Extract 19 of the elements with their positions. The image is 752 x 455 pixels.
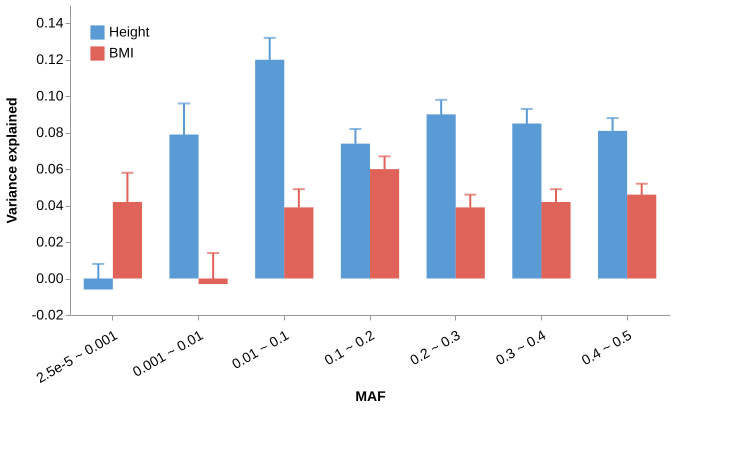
x-tick-label: 0.4 ~ 0.5 <box>578 326 634 368</box>
x-tick-label: 0.001 ~ 0.01 <box>130 326 206 380</box>
legend-label: BMI <box>109 44 134 60</box>
y-tick-label: 0.14 <box>36 14 64 31</box>
y-tick-label: 0.12 <box>36 51 64 68</box>
y-tick-label: 0.00 <box>36 270 64 286</box>
x-tick-label: 0.01 ~ 0.1 <box>229 326 292 372</box>
y-tick-label: 0.08 <box>36 124 64 140</box>
y-tick-label: 0.02 <box>36 234 64 250</box>
y-axis-title: Variance explained <box>4 97 20 224</box>
y-tick-label: -0.02 <box>32 306 64 322</box>
x-tick-label: 0.1 ~ 0.2 <box>321 326 378 368</box>
x-tick-label: 0.3 ~ 0.4 <box>492 326 549 368</box>
x-axis-title: MAF <box>355 388 386 404</box>
x-tick-label: 0.2 ~ 0.3 <box>407 326 463 368</box>
y-tick-label: 0.10 <box>36 88 64 104</box>
y-tick-label: 0.04 <box>36 197 64 214</box>
y-tick-label: 0.06 <box>36 160 64 177</box>
legend-label: Height <box>109 24 150 40</box>
